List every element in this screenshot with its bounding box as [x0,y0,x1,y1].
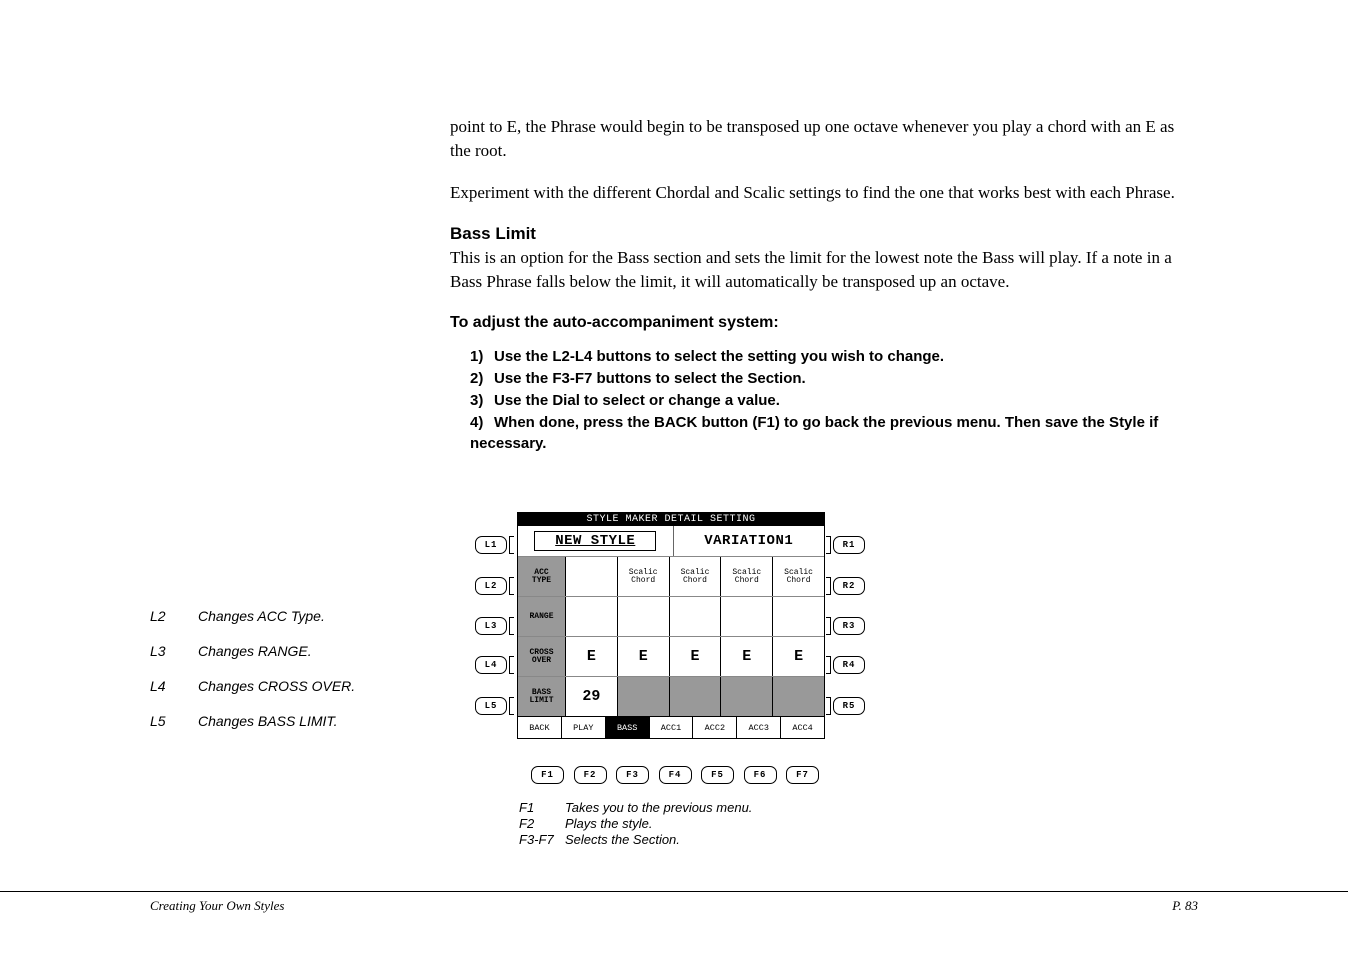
cell-acctype-1: Scalic Chord [617,557,669,596]
cell-range-4 [772,597,824,636]
cell-cross-1: E [617,637,669,676]
button-f4[interactable]: F4 [659,766,692,784]
flegend-key-f2: F2 [519,816,565,831]
cell-cross-3: E [720,637,772,676]
legend-key-l2: L2 [150,608,198,624]
step-2: Use the F3-F7 buttons to select the Sect… [494,370,806,387]
paragraph-3: This is an option for the Bass section a… [450,246,1198,294]
instruction-heading: To adjust the auto-accompaniment system: [450,312,1198,334]
legend-key-l4: L4 [150,678,198,694]
button-l4[interactable]: L4 [475,656,507,674]
button-l5[interactable]: L5 [475,697,507,715]
cell-bass-1 [617,677,669,716]
tab-bass[interactable]: BASS [605,717,649,738]
footer-left: Creating Your Own Styles [150,898,284,914]
cell-acctype-3: Scalic Chord [720,557,772,596]
page-footer: Creating Your Own Styles P. 83 [0,891,1348,914]
cell-acctype-2: Scalic Chord [669,557,721,596]
legend-desc-l3: Changes RANGE. [198,643,312,659]
screen-title: STYLE MAKER DETAIL SETTING [518,513,824,526]
step-1: Use the L2-L4 buttons to select the sett… [494,348,944,365]
button-f1[interactable]: F1 [531,766,564,784]
button-f6[interactable]: F6 [744,766,777,784]
cell-range-2 [669,597,721,636]
paragraph-2: Experiment with the different Chordal an… [450,181,1198,205]
flegend-desc-f1: Takes you to the previous menu. [565,800,752,815]
flegend-key-f1: F1 [519,800,565,815]
cell-acctype-4: Scalic Chord [772,557,824,596]
row-label-basslimit: BASS LIMIT [518,677,566,716]
paragraph-1: point to E, the Phrase would begin to be… [450,115,1198,163]
steps-list: 1)Use the L2-L4 buttons to select the se… [450,346,1198,454]
tab-acc4[interactable]: ACC4 [780,717,824,738]
cell-bass-3 [720,677,772,716]
f-buttons-row: F1 F2 F3 F4 F5 F6 F7 [531,766,819,784]
cell-cross-2: E [669,637,721,676]
button-r1[interactable]: R1 [833,536,865,554]
step-3: Use the Dial to select or change a value… [494,392,780,409]
cell-acctype-0 [566,557,617,596]
f-buttons-legend: F1Takes you to the previous menu. F2Play… [519,800,752,848]
cell-bass-4 [772,677,824,716]
cell-cross-0: E [566,637,617,676]
legend-desc-l5: Changes BASS LIMIT. [198,713,338,729]
cell-range-1 [617,597,669,636]
row-label-range: RANGE [518,597,566,636]
button-r4[interactable]: R4 [833,656,865,674]
heading-bass-limit: Bass Limit [450,222,1198,246]
row-label-acctype: ACC TYPE [518,557,566,596]
tab-acc2[interactable]: ACC2 [692,717,736,738]
button-f2[interactable]: F2 [574,766,607,784]
left-legend: L2Changes ACC Type. L3Changes RANGE. L4C… [150,608,355,748]
bottom-tabs: BACK PLAY BASS ACC1 ACC2 ACC3 ACC4 [518,716,824,738]
button-l3[interactable]: L3 [475,617,507,635]
cell-bass-2 [669,677,721,716]
legend-desc-l2: Changes ACC Type. [198,608,325,624]
legend-key-l5: L5 [150,713,198,729]
flegend-desc-f3f7: Selects the Section. [565,832,680,847]
flegend-key-f3f7: F3-F7 [519,832,565,847]
cell-cross-4: E [772,637,824,676]
button-f3[interactable]: F3 [616,766,649,784]
tab-acc1[interactable]: ACC1 [649,717,693,738]
cell-range-3 [720,597,772,636]
button-f5[interactable]: F5 [701,766,734,784]
button-r5[interactable]: R5 [833,697,865,715]
button-f7[interactable]: F7 [786,766,819,784]
legend-key-l3: L3 [150,643,198,659]
legend-desc-l4: Changes CROSS OVER. [198,678,355,694]
lcd-screen: STYLE MAKER DETAIL SETTING NEW STYLE VAR… [517,512,825,739]
cell-range-0 [566,597,617,636]
style-name-cell: NEW STYLE [518,526,674,556]
button-r3[interactable]: R3 [833,617,865,635]
button-r2[interactable]: R2 [833,577,865,595]
tab-acc3[interactable]: ACC3 [736,717,780,738]
button-l2[interactable]: L2 [475,577,507,595]
cell-bass-0: 29 [566,677,617,716]
footer-right: P. 83 [1172,898,1198,914]
button-l1[interactable]: L1 [475,536,507,554]
tab-back[interactable]: BACK [518,717,561,738]
step-4: When done, press the BACK button (F1) to… [470,414,1158,452]
flegend-desc-f2: Plays the style. [565,816,652,831]
screen-diagram: L1 L2 L3 L4 L5 R1 R2 R3 R4 R5 STYLE MAKE… [475,512,875,739]
tab-play[interactable]: PLAY [561,717,605,738]
row-label-crossover: CROSS OVER [518,637,566,676]
section-name-cell: VARIATION1 [674,526,825,556]
